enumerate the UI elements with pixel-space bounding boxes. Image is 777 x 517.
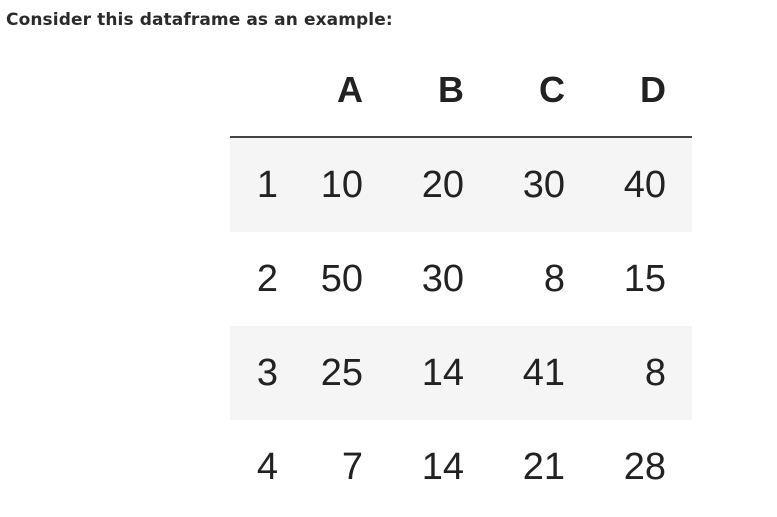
table-cell: 30 [490, 137, 591, 232]
table-cell: 28 [623, 445, 666, 488]
table-cell: 20 [389, 137, 490, 232]
table-cell: 7 [341, 445, 363, 488]
table-cell: 40 [591, 137, 692, 232]
table-cell: 30 [421, 257, 464, 300]
table-cell: 8 [543, 257, 565, 300]
intro-text: Consider this dataframe as an example: [6, 10, 393, 30]
table-cell: 8 [591, 326, 692, 420]
table-cell: 14 [421, 445, 464, 488]
row-index: 2 [256, 257, 278, 300]
row-index: 3 [230, 326, 288, 420]
row-index: 4 [256, 445, 278, 488]
table-cell: 21 [522, 445, 565, 488]
table-cell: 25 [288, 326, 389, 420]
column-header-d: D [591, 44, 692, 138]
index-header [230, 44, 288, 138]
column-header-c: C [490, 44, 591, 138]
table-row: 2 50 30 8 15 [230, 232, 692, 326]
table-cell: 50 [320, 257, 363, 300]
dataframe-table: A B C D 1 10 20 30 40 2 50 30 8 15 3 [230, 44, 692, 514]
table-row: 1 10 20 30 40 [230, 137, 692, 232]
column-header-b: B [389, 44, 490, 138]
table-cell: 14 [389, 326, 490, 420]
table-cell: 10 [288, 137, 389, 232]
table-cell: 41 [490, 326, 591, 420]
column-header-a: A [288, 44, 389, 138]
table-cell: 15 [623, 257, 666, 300]
table-row: 3 25 14 41 8 [230, 326, 692, 420]
table-row: 4 7 14 21 28 [230, 420, 692, 514]
row-index: 1 [230, 137, 288, 232]
table-header-row: A B C D [230, 44, 692, 138]
